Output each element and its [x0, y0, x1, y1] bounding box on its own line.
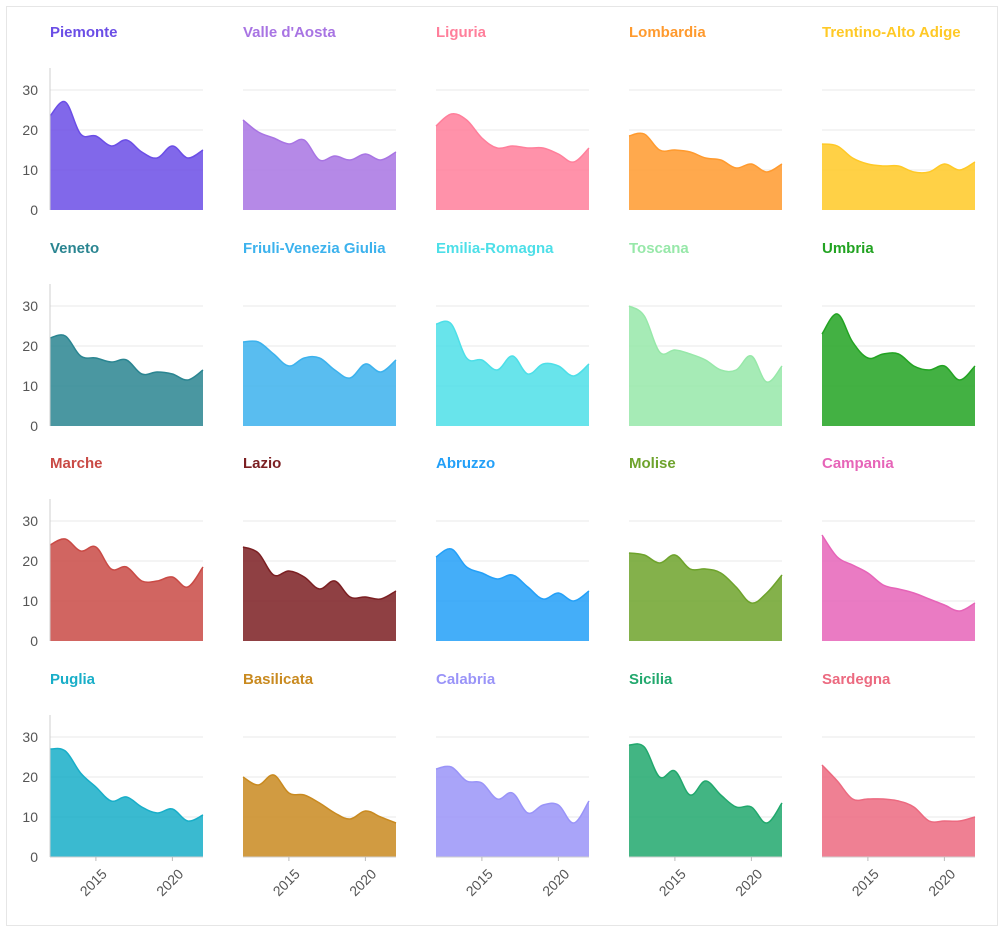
panel-title: Valle d'Aosta [243, 24, 336, 41]
panel-valle-d-aosta: Valle d'Aosta [242, 24, 397, 210]
panel-molise: Molise [628, 455, 783, 641]
y-tick-label: 30 [22, 729, 38, 745]
panel-title: Basilicata [243, 671, 314, 688]
panel-emilia-romagna: Emilia-Romagna [435, 240, 590, 426]
panel-title: Umbria [822, 240, 874, 257]
panel-lazio: Lazio [242, 455, 397, 641]
panel-basilicata: Basilicata 2015 2020 [242, 671, 397, 899]
area-series [436, 548, 589, 641]
y-tick-label: 30 [22, 298, 38, 314]
panel-title: Trentino-Alto Adige [822, 24, 961, 41]
y-tick-label: 0 [30, 849, 38, 865]
panel-title: Abruzzo [436, 455, 495, 472]
area-series [50, 101, 203, 210]
panel-title: Molise [629, 455, 676, 472]
panel-title: Emilia-Romagna [436, 240, 554, 257]
panel-title: Liguria [436, 24, 487, 41]
panel-umbria: Umbria [821, 240, 976, 426]
area-series [822, 144, 975, 210]
panel-liguria: Liguria [435, 24, 590, 210]
x-tick-label: 2015 [463, 866, 496, 899]
y-tick-label: 20 [22, 122, 38, 138]
area-series [243, 341, 396, 426]
area-series [436, 113, 589, 210]
x-tick-label: 2020 [539, 866, 572, 899]
panel-marche: Marche 0 10 20 30 [22, 455, 204, 649]
y-tick-label: 30 [22, 82, 38, 98]
area-series [436, 321, 589, 426]
x-tick-label: 2020 [153, 866, 186, 899]
x-tick-label: 2020 [346, 866, 379, 899]
panel-sardegna: Sardegna 2015 2020 [821, 671, 976, 899]
area-series [50, 538, 203, 641]
panel-title: Toscana [629, 240, 689, 257]
panel-title: Calabria [436, 671, 496, 688]
y-tick-label: 20 [22, 553, 38, 569]
y-tick-label: 10 [22, 809, 38, 825]
y-tick-label: 20 [22, 769, 38, 785]
x-tick-label: 2015 [77, 866, 110, 899]
panel-puglia: Puglia 0 10 20 30 2015 2020 [22, 671, 204, 899]
area-series [50, 334, 203, 426]
y-tick-label: 0 [30, 202, 38, 218]
panel-title: Lombardia [629, 24, 706, 41]
panel-title: Friuli-Venezia Giulia [243, 240, 386, 257]
area-series [243, 547, 396, 641]
panel-abruzzo: Abruzzo [435, 455, 590, 641]
y-tick-label: 10 [22, 378, 38, 394]
panel-title: Veneto [50, 240, 99, 257]
y-tick-label: 10 [22, 162, 38, 178]
area-series [436, 766, 589, 857]
area-series [243, 774, 396, 857]
y-tick-label: 0 [30, 633, 38, 649]
panel-title: Lazio [243, 455, 281, 472]
panel-lombardia: Lombardia [628, 24, 783, 210]
area-series [629, 306, 782, 426]
y-tick-label: 30 [22, 513, 38, 529]
area-series [822, 313, 975, 426]
panel-piemonte: Piemonte 0 10 20 30 [22, 24, 204, 218]
area-series [629, 553, 782, 641]
x-tick-label: 2020 [925, 866, 958, 899]
x-tick-label: 2020 [732, 866, 765, 899]
panel-veneto: Veneto 0 10 20 30 [22, 240, 204, 434]
y-tick-label: 20 [22, 338, 38, 354]
x-tick-label: 2015 [656, 866, 689, 899]
panel-friuli-venezia-giulia: Friuli-Venezia Giulia [242, 240, 397, 426]
area-series [243, 120, 396, 210]
area-series [822, 535, 975, 641]
area-series [822, 765, 975, 857]
area-series [629, 743, 782, 857]
panel-sicilia: Sicilia 2015 2020 [628, 671, 783, 899]
panel-title: Sicilia [629, 671, 673, 688]
area-series [629, 133, 782, 210]
area-series [50, 748, 203, 857]
panel-campania: Campania [821, 455, 976, 641]
y-tick-label: 0 [30, 418, 38, 434]
x-tick-label: 2015 [270, 866, 303, 899]
y-tick-label: 10 [22, 593, 38, 609]
panel-title: Piemonte [50, 24, 118, 41]
panel-toscana: Toscana [628, 240, 783, 426]
panel-title: Puglia [50, 671, 96, 688]
panel-title: Sardegna [822, 671, 891, 688]
panel-title: Campania [822, 455, 894, 472]
x-tick-label: 2015 [849, 866, 882, 899]
panel-title: Marche [50, 455, 103, 472]
panel-trentino-alto-adige: Trentino-Alto Adige [821, 24, 976, 210]
panel-calabria: Calabria 2015 2020 [435, 671, 590, 899]
